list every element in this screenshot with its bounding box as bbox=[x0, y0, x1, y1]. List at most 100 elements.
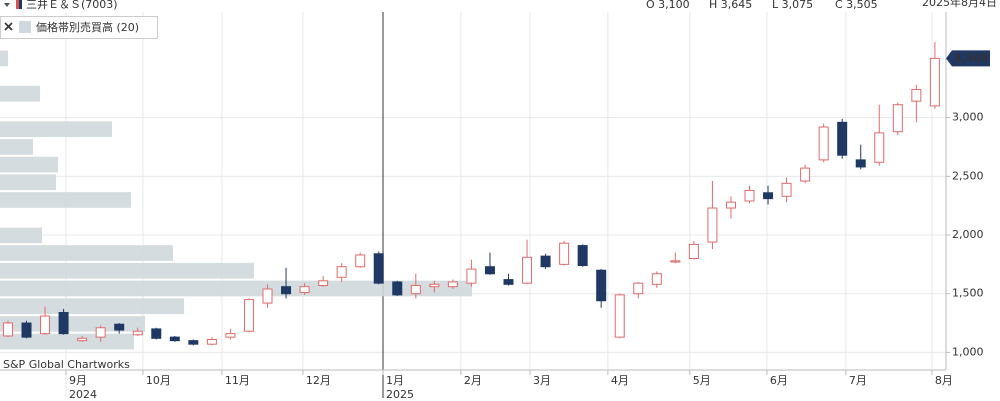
candle-body bbox=[373, 253, 384, 284]
candle-body bbox=[559, 242, 570, 265]
axis-labels: 1,000 1,500 2,000 2,500 3,000 9月 10月 11月 12月 1月 2月… bbox=[65, 50, 990, 401]
x-tick-label: 12月 bbox=[306, 374, 331, 387]
volume-bar bbox=[0, 280, 472, 297]
candle-body bbox=[114, 323, 125, 331]
credit: S&P Global Chartworks bbox=[3, 358, 130, 371]
y-tick-label: 1,500 bbox=[952, 287, 984, 300]
candles bbox=[2, 41, 940, 346]
candle-body bbox=[781, 182, 792, 197]
candle-body bbox=[800, 167, 811, 182]
candle-body bbox=[392, 281, 403, 296]
candle-body bbox=[447, 281, 458, 288]
dropdown-icon[interactable] bbox=[4, 3, 10, 7]
candle-body bbox=[744, 189, 755, 202]
volume-bar bbox=[0, 121, 112, 138]
year-label: 2024 bbox=[69, 388, 97, 401]
x-tick-label: 8月 bbox=[935, 374, 953, 387]
candle-body bbox=[169, 336, 180, 342]
candle-body bbox=[929, 57, 940, 107]
candle-body bbox=[707, 207, 718, 243]
color-marker bbox=[19, 0, 22, 9]
candle-body bbox=[596, 269, 607, 302]
candle-body bbox=[651, 273, 662, 285]
candle-body bbox=[503, 279, 514, 285]
ohlc-high: H 3,645 bbox=[709, 0, 752, 11]
x-tick-label: 5月 bbox=[693, 374, 711, 387]
candle-body bbox=[466, 268, 477, 284]
candle-body bbox=[855, 159, 866, 168]
candle-body bbox=[522, 256, 533, 284]
candle-body bbox=[892, 104, 903, 133]
volume-bar bbox=[0, 245, 173, 261]
candle-body bbox=[132, 330, 143, 336]
x-tick-label: 2月 bbox=[464, 374, 482, 387]
candle-body bbox=[21, 322, 32, 338]
volume-bar bbox=[0, 333, 134, 350]
candle-body bbox=[336, 266, 347, 278]
candle-body bbox=[670, 260, 681, 263]
x-tick-label: 11月 bbox=[225, 374, 250, 387]
candle-body bbox=[874, 132, 885, 163]
candle-body bbox=[243, 299, 254, 332]
candle-body bbox=[911, 88, 922, 102]
candle-body bbox=[429, 283, 440, 288]
legend-swatch bbox=[19, 21, 31, 33]
date: 2025年8月4日 bbox=[922, 0, 997, 9]
candle-body bbox=[299, 286, 310, 294]
candle-body bbox=[318, 280, 329, 286]
candle-body bbox=[151, 328, 162, 339]
volume-bar bbox=[0, 262, 254, 279]
candle-body bbox=[206, 338, 217, 345]
candle-body bbox=[281, 286, 292, 295]
x-tick-label: 1月 bbox=[386, 374, 404, 387]
candle-body bbox=[2, 322, 13, 337]
x-tick-label: 10月 bbox=[146, 374, 171, 387]
candle-body bbox=[58, 311, 69, 335]
candle-body bbox=[355, 254, 366, 268]
candle-body bbox=[188, 340, 199, 345]
x-tick-label: 4月 bbox=[611, 374, 629, 387]
header: 三井Ｅ＆Ｓ(7003) O 3,100 H 3,645 L 3,075 C 3,… bbox=[4, 0, 997, 11]
axes bbox=[0, 12, 947, 371]
y-tick-label: 2,500 bbox=[952, 169, 984, 182]
legend-box bbox=[0, 16, 158, 39]
volume-bar bbox=[0, 227, 42, 244]
volume-bar bbox=[0, 139, 33, 155]
legend: 価格帯別売買高 (20) bbox=[0, 16, 158, 39]
candle-body bbox=[77, 337, 88, 342]
candle-body bbox=[262, 288, 273, 304]
candle-body bbox=[225, 333, 236, 338]
candle-body bbox=[540, 255, 551, 268]
symbol-title: 三井Ｅ＆Ｓ(7003) bbox=[26, 0, 118, 11]
y-tick-label: 1,000 bbox=[952, 345, 984, 358]
x-tick-label: 7月 bbox=[849, 374, 867, 387]
candle-body bbox=[837, 121, 848, 156]
volume-bar bbox=[0, 174, 56, 191]
ohlc-close: C 3,505 bbox=[835, 0, 878, 11]
x-tick-label: 9月 bbox=[69, 374, 87, 387]
volume-bar bbox=[0, 50, 8, 67]
volume-bar bbox=[0, 85, 40, 102]
volume-bar bbox=[0, 316, 145, 332]
candle-body bbox=[484, 266, 495, 275]
candle-body bbox=[410, 284, 421, 295]
candle-body bbox=[577, 245, 588, 267]
y-tick-label: 3,000 bbox=[952, 111, 984, 124]
candle-body bbox=[763, 192, 774, 200]
candle-body bbox=[614, 294, 625, 338]
volume-bar bbox=[0, 298, 184, 315]
x-tick-label: 6月 bbox=[770, 374, 788, 387]
x-tick-label: 3月 bbox=[533, 374, 551, 387]
legend-close[interactable] bbox=[4, 22, 13, 31]
candle-body bbox=[633, 282, 644, 295]
volume-bar bbox=[0, 192, 131, 208]
candle-body bbox=[818, 126, 829, 161]
y-tick-label: 2,000 bbox=[952, 228, 984, 241]
last-price-label: 3,505 bbox=[954, 51, 989, 64]
candle-body bbox=[688, 243, 699, 259]
ohlc-low: L 3,075 bbox=[772, 0, 813, 11]
candle-body bbox=[95, 327, 106, 338]
volume-bar bbox=[0, 156, 58, 173]
